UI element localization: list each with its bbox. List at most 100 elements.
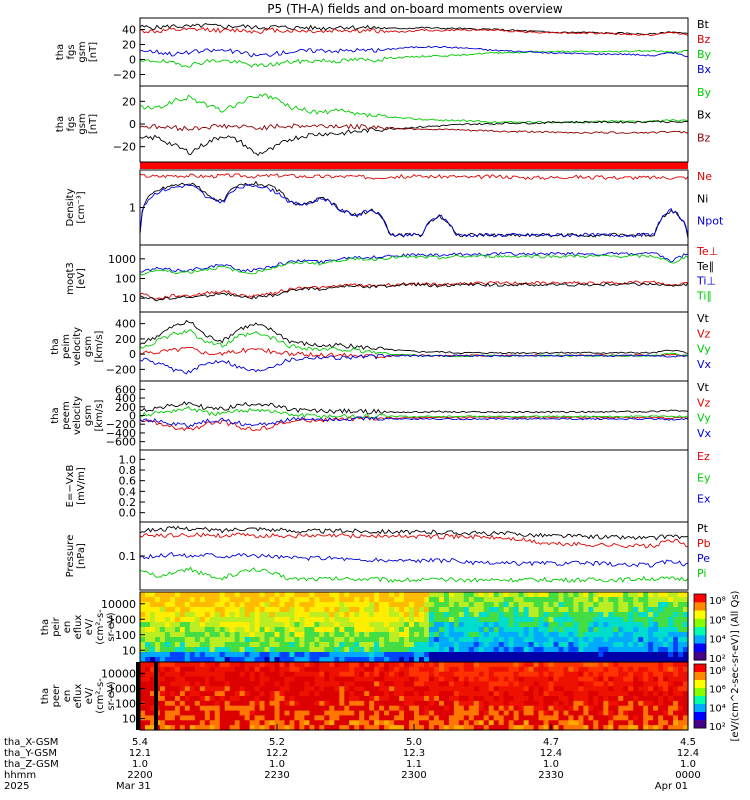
spectrogram-cell xyxy=(389,705,395,712)
spectrogram-cell xyxy=(608,627,614,633)
spectrogram-cell xyxy=(150,696,156,702)
spectrogram-cell xyxy=(409,612,415,618)
spectrogram-cell xyxy=(633,627,639,633)
spectrogram-cell xyxy=(214,710,221,717)
spectrogram-cell xyxy=(264,715,271,721)
spectrogram-cell xyxy=(473,686,480,692)
x-axis-value: 1.1 xyxy=(406,759,422,770)
spectrogram-cell xyxy=(140,671,146,678)
spectrogram-cell xyxy=(409,666,415,673)
spectrogram-cell xyxy=(433,637,440,643)
spectrogram-cell xyxy=(653,597,659,603)
spectrogram-cell xyxy=(463,705,470,712)
spectrogram-cell xyxy=(189,622,196,628)
spectrogram-cell xyxy=(643,681,649,687)
colorbar-segment xyxy=(694,672,706,681)
spectrogram-cell xyxy=(409,592,415,598)
spectrogram-cell xyxy=(414,691,420,697)
spectrogram-cell xyxy=(214,666,221,673)
spectrogram-cell xyxy=(399,652,405,658)
spectrogram-cell xyxy=(404,696,410,702)
series-line-by xyxy=(139,49,688,68)
spectrogram-cell xyxy=(463,637,470,643)
spectrogram-cell xyxy=(349,691,355,697)
spectrogram-cell xyxy=(394,657,400,663)
spectrogram-cell xyxy=(299,607,305,613)
spectrogram-cell xyxy=(294,627,300,633)
spectrogram-cell xyxy=(583,642,589,648)
spectrogram-cell xyxy=(453,627,460,633)
spectrogram-cell xyxy=(453,632,460,638)
spectrogram-cell xyxy=(319,602,325,608)
spectrogram-cell xyxy=(658,696,664,702)
spectrogram-cell xyxy=(548,676,555,683)
spectrogram-cell xyxy=(199,637,206,643)
spectrogram-cell xyxy=(683,671,689,678)
spectrogram-cell xyxy=(648,725,654,731)
spectrogram-cell xyxy=(414,710,420,717)
spectrogram-cell xyxy=(319,666,325,673)
spectrogram-cell xyxy=(513,696,520,702)
spectrogram-cell xyxy=(150,607,156,613)
spectrogram-cell xyxy=(618,597,624,603)
spectrogram-cell xyxy=(653,637,659,643)
spectrogram-cell xyxy=(249,612,256,618)
spectrogram-cell xyxy=(274,696,281,702)
spectrogram-cell xyxy=(364,647,370,653)
spectrogram-cell xyxy=(573,676,579,683)
spectrogram-cell xyxy=(369,597,375,603)
y-tick-label: 20 xyxy=(122,95,136,108)
spectrogram-cell xyxy=(184,632,191,638)
spectrogram-cell xyxy=(588,657,594,663)
spectrogram-cell xyxy=(184,662,191,668)
spectrogram-cell xyxy=(309,597,315,603)
spectrogram-cell xyxy=(264,681,271,687)
y-tick-label: −600 xyxy=(106,436,136,449)
spectrogram-cell xyxy=(483,696,490,702)
spectrogram-cell xyxy=(643,647,649,653)
series-line-vx xyxy=(139,416,689,429)
y-axis-label: en xyxy=(62,690,73,703)
spectrogram-cell xyxy=(399,657,405,663)
spectrogram-cell xyxy=(174,691,181,697)
spectrogram-cell xyxy=(194,602,201,608)
spectrogram-cell xyxy=(428,681,435,687)
spectrogram-cell xyxy=(683,627,689,633)
spectrogram-cell xyxy=(598,622,604,628)
spectrogram-cell xyxy=(279,676,286,683)
spectrogram-cell xyxy=(294,592,300,598)
spectrogram-cell xyxy=(150,666,156,673)
spectrogram-cell xyxy=(573,627,579,633)
spectrogram-cell xyxy=(254,617,261,623)
spectrogram-cell xyxy=(683,617,689,623)
y-tick-label: 0.8 xyxy=(119,464,137,477)
spectrogram-cell xyxy=(648,691,654,697)
spectrogram-cell xyxy=(473,671,480,678)
spectrogram-cell xyxy=(259,681,266,687)
spectrogram-cell xyxy=(488,705,495,712)
spectrogram-cell xyxy=(394,720,400,726)
spectrogram-cell xyxy=(488,597,495,603)
spectrogram-cell xyxy=(234,622,241,628)
legend-label-te⊥: Te⊥ xyxy=(696,245,718,258)
spectrogram-cell xyxy=(145,686,151,692)
spectrogram-cell xyxy=(414,725,420,731)
spectrogram-cell xyxy=(364,622,370,628)
x-axis-value: 4.5 xyxy=(680,737,696,748)
spectrogram-cell xyxy=(668,710,674,717)
spectrogram-cell xyxy=(658,725,664,731)
spectrogram-cell xyxy=(229,657,236,663)
spectrogram-cell xyxy=(214,715,221,721)
spectrogram-cell xyxy=(399,710,405,717)
spectrogram-cell xyxy=(224,622,231,628)
spectrogram-cell xyxy=(344,691,350,697)
spectrogram-cell xyxy=(304,662,310,668)
spectrogram-cell xyxy=(419,676,425,683)
spectrogram-cell xyxy=(503,671,510,678)
spectrogram-cell xyxy=(658,676,664,683)
spectrogram-cell xyxy=(528,622,535,628)
spectrogram-cell xyxy=(683,647,689,653)
legend-label-vx: Vx xyxy=(697,427,712,440)
x-axis-value: 1.0 xyxy=(269,759,285,770)
y-tick-label: 100 xyxy=(115,698,136,711)
